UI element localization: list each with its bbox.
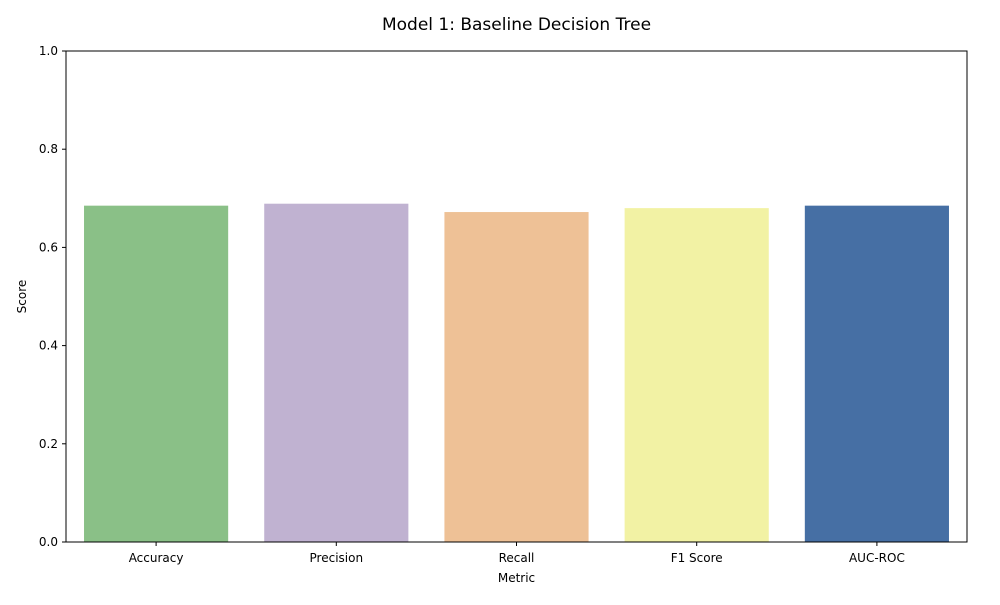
y-tick-label: 0.2: [39, 437, 58, 451]
x-axis: Accuracy Precision Recall F1 Score AUC-ROC: [129, 542, 905, 565]
y-tick-label: 1.0: [39, 44, 58, 58]
chart-title: Model 1: Baseline Decision Tree: [382, 15, 651, 35]
bar-recall: [444, 212, 589, 542]
y-tick-label: 0.4: [39, 339, 58, 353]
x-tick-label: Accuracy: [129, 551, 184, 565]
x-tick-label: F1 Score: [671, 551, 723, 565]
x-tick-label: Recall: [499, 551, 535, 565]
y-tick-label: 0.8: [39, 142, 58, 156]
x-tick-label: AUC-ROC: [849, 551, 905, 565]
x-axis-label: Metric: [498, 571, 535, 585]
y-axis: 0.0 0.2 0.4 0.6 0.8 1.0: [39, 44, 66, 549]
y-tick-label: 0.6: [39, 240, 58, 254]
bar-precision: [264, 203, 409, 543]
bar-accuracy: [84, 205, 229, 543]
y-tick-label: 0.0: [39, 535, 58, 549]
bar-f1-score: [624, 208, 769, 542]
y-axis-label: Score: [15, 280, 29, 314]
bars: [84, 203, 949, 543]
x-tick-label: Precision: [310, 551, 364, 565]
bar-auc-roc: [804, 205, 949, 543]
